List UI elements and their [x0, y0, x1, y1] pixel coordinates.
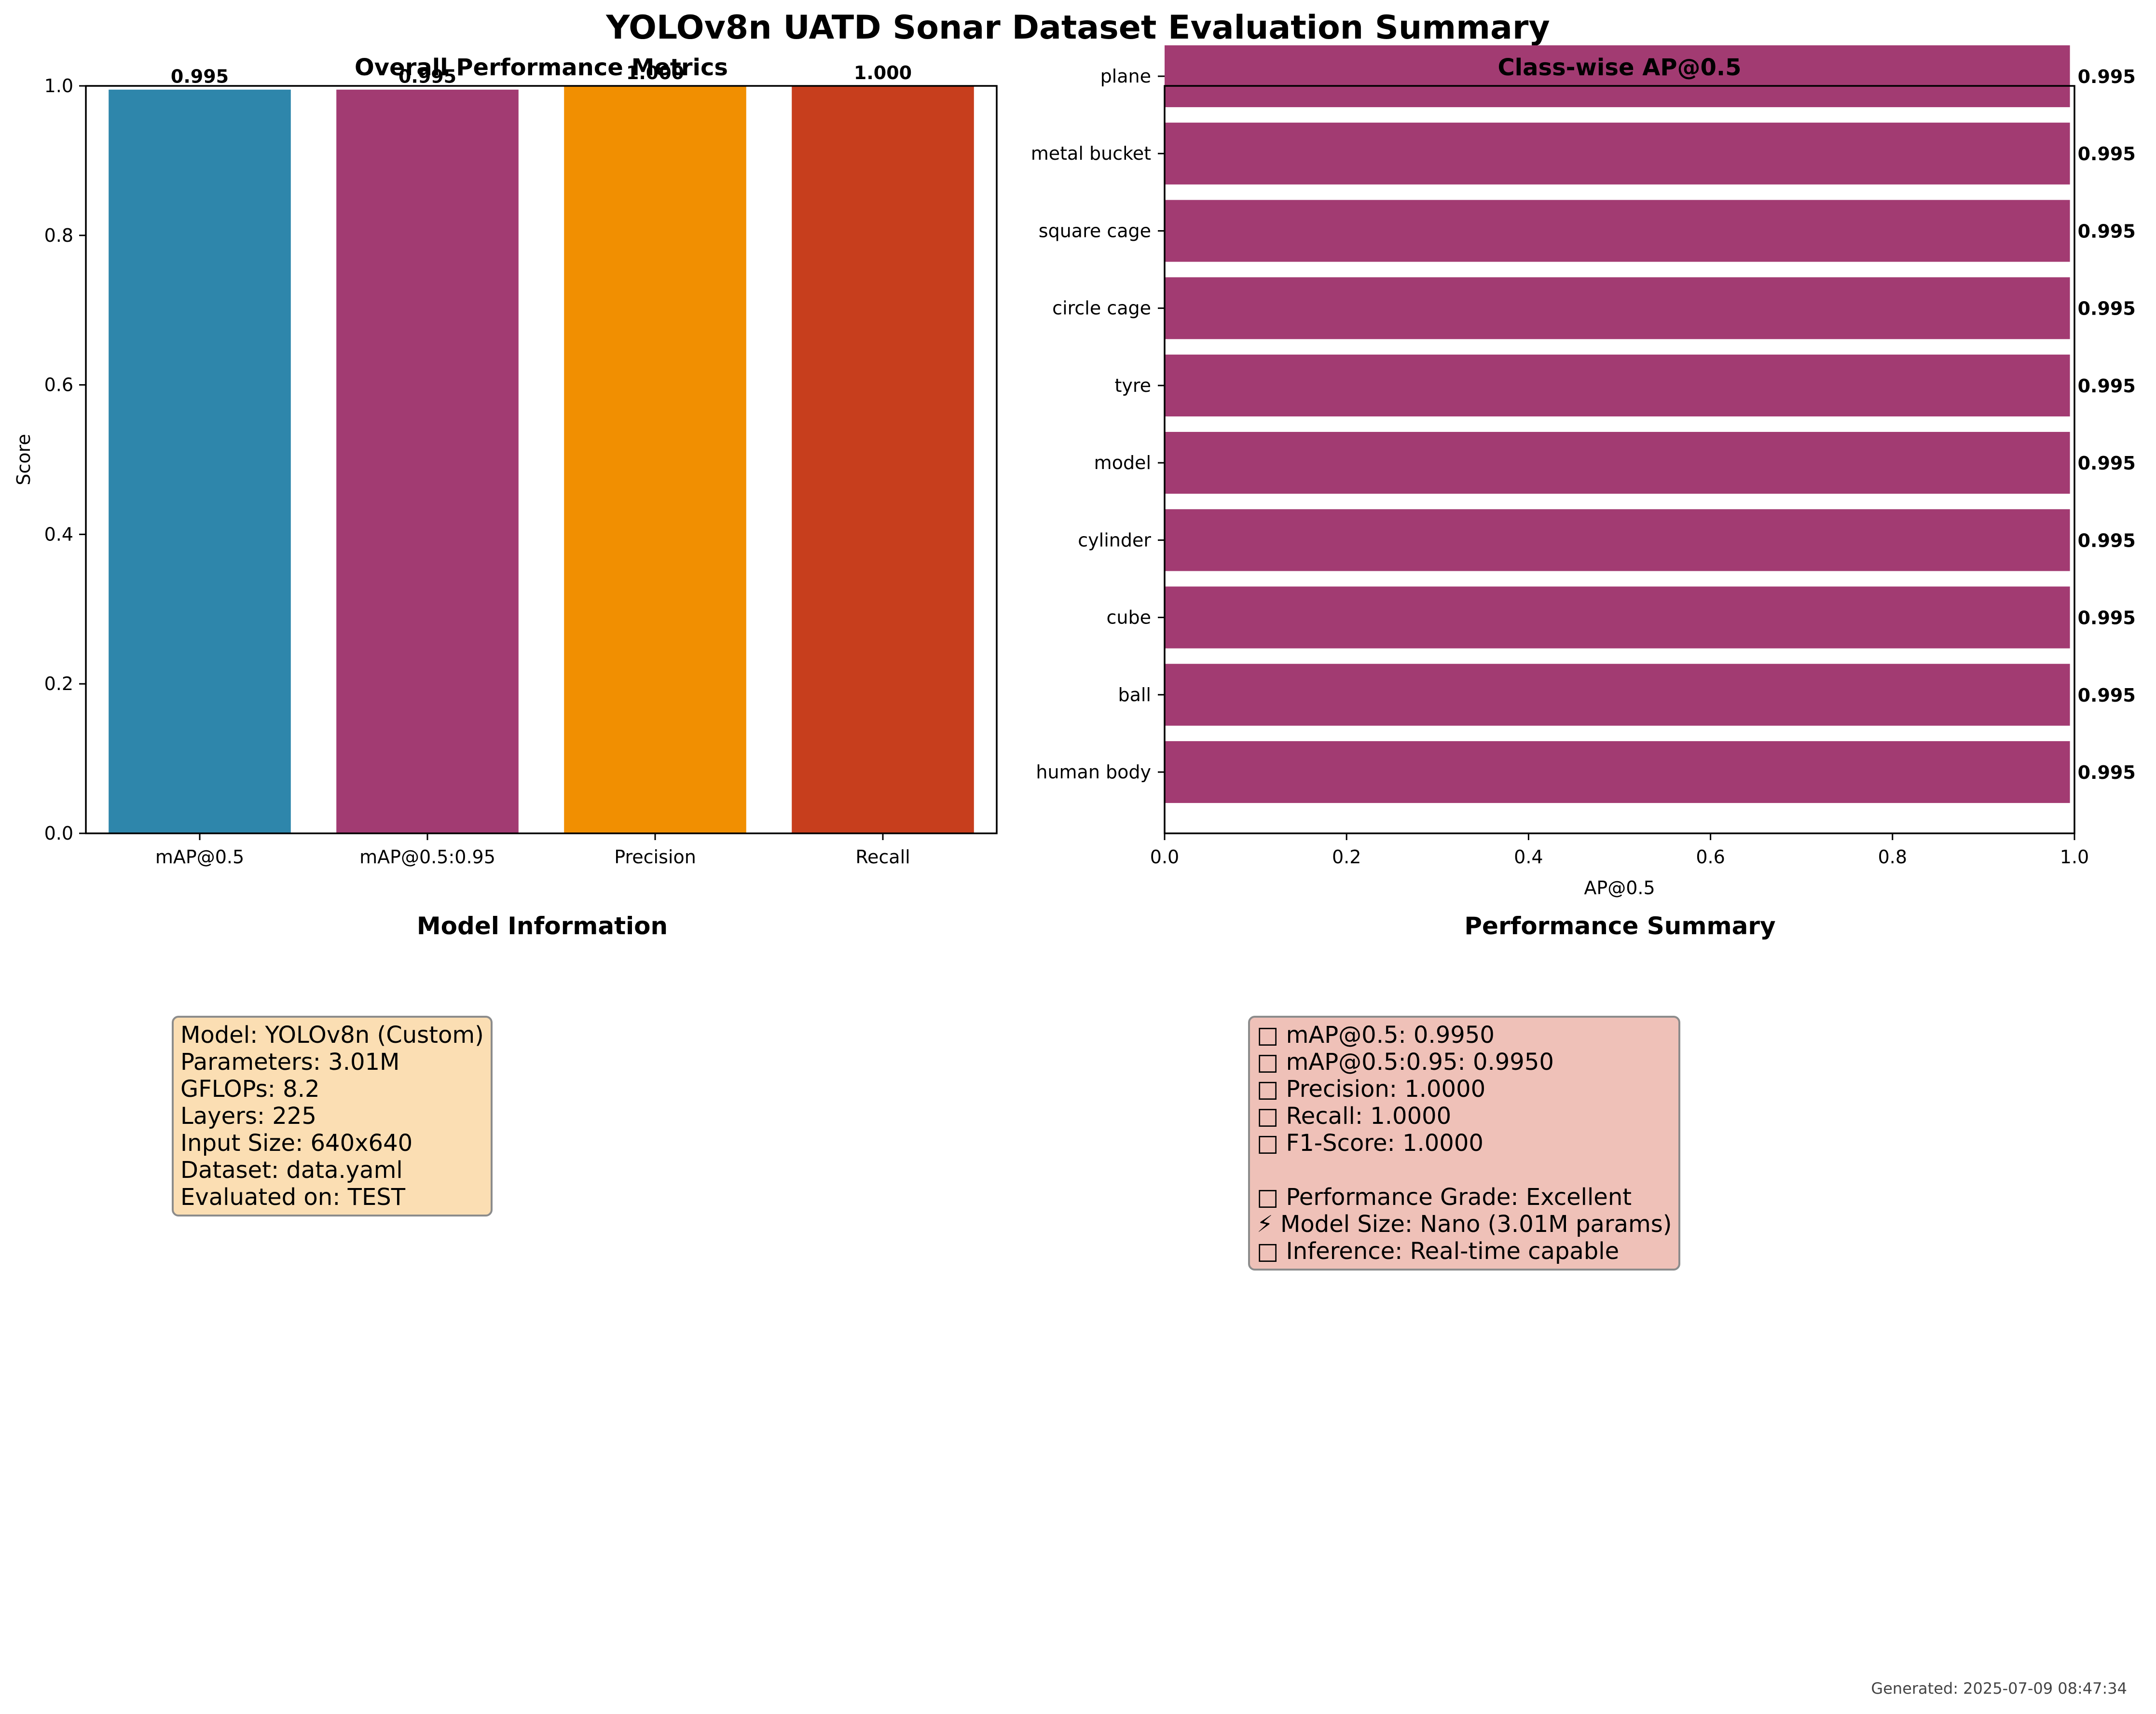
bar-value-label: 0.995	[2078, 685, 2136, 706]
generated-timestamp: Generated: 2025-07-09 08:47:34	[1871, 1679, 2127, 1698]
chart-title: Class-wise AP@0.5	[1497, 54, 1741, 81]
y-tick-label: cube	[1107, 607, 1151, 628]
x-tick-label: 0.6	[1696, 846, 1725, 868]
y-tick-label: 1.0	[44, 75, 73, 97]
class-ap-bar	[1165, 277, 2070, 339]
bar-value-label: 0.995	[398, 66, 456, 87]
performance-summary-line	[1257, 1157, 1672, 1184]
bar-value-label: 0.995	[2078, 298, 2136, 319]
bar-value-label: 0.995	[2078, 453, 2136, 474]
model-info-line: Parameters: 3.01M	[180, 1049, 400, 1076]
plot-frame	[1164, 85, 2075, 834]
y-tick-label: model	[1094, 452, 1151, 473]
performance-summary-box: □ mAP@0.5: 0.9950 □ mAP@0.5:0.95: 0.9950 □…	[1248, 1016, 1681, 1271]
chart-title: Overall Performance Metrics	[355, 54, 728, 81]
bar-value-label: 1.000	[626, 62, 684, 83]
y-tick-label: square cage	[1039, 220, 1151, 241]
plot-frame	[85, 85, 998, 834]
bar-value-label: 0.995	[2078, 762, 2136, 783]
y-tick-label: 0.2	[44, 673, 73, 694]
performance-summary-line: □ mAP@0.5:0.95: 0.9950	[1257, 1049, 1554, 1076]
class-ap-bar	[1165, 663, 2070, 726]
x-tick-label: mAP@0.5	[155, 846, 244, 868]
x-tick-label: 0.2	[1332, 846, 1361, 868]
y-tick-label: 0.4	[44, 524, 73, 545]
x-tick-label: 0.4	[1514, 846, 1543, 868]
class-ap-bar	[1165, 509, 2070, 571]
x-tick-label: mAP@0.5:0.95	[359, 846, 495, 868]
class-ap-bar	[1165, 200, 2070, 262]
model-info-line: Evaluated on: TEST	[180, 1184, 406, 1211]
x-axis-label: AP@0.5	[1584, 877, 1655, 898]
class-ap-bar	[1165, 741, 2070, 803]
y-tick-label: plane	[1100, 66, 1151, 87]
y-tick-label: metal bucket	[1031, 143, 1151, 164]
class-ap-bar	[1165, 432, 2070, 494]
x-tick-label: 0.0	[1150, 846, 1179, 868]
class-ap-bar	[1165, 123, 2070, 185]
performance-summary-title: Performance Summary	[1464, 912, 1776, 940]
x-tick-label: Recall	[855, 846, 910, 868]
model-info-line: Input Size: 640x640	[180, 1130, 413, 1157]
class-ap-bar	[1165, 586, 2070, 649]
metric-bar	[792, 86, 974, 833]
model-info-box: Model: YOLOv8n (Custom) Parameters: 3.01M…	[172, 1016, 493, 1216]
y-tick-label: tyre	[1114, 375, 1151, 396]
bar-value-label: 0.995	[2078, 608, 2136, 629]
bar-value-label: 0.995	[2078, 221, 2136, 242]
y-tick-label: circle cage	[1052, 298, 1151, 319]
y-tick-label: 0.8	[44, 225, 73, 246]
metric-bar	[109, 89, 291, 833]
bar-value-label: 0.995	[2078, 530, 2136, 551]
bar-value-label: 0.995	[2078, 143, 2136, 165]
y-tick-label: 0.6	[44, 374, 73, 396]
performance-summary-line: □ F1-Score: 1.0000	[1257, 1130, 1483, 1157]
bar-value-label: 0.995	[2078, 66, 2136, 87]
x-tick-label: 0.8	[1878, 846, 1907, 868]
page-title: YOLOv8n UATD Sonar Dataset Evaluation Su…	[606, 9, 1550, 47]
bar-value-label: 1.000	[854, 62, 912, 83]
performance-summary-line: ⚡ Model Size: Nano (3.01M params)	[1257, 1211, 1672, 1238]
model-info-line: GFLOPs: 8.2	[180, 1076, 320, 1103]
y-axis-label: Score	[13, 434, 34, 485]
x-tick-label: 1.0	[2060, 846, 2089, 868]
model-info-line: Dataset: data.yaml	[180, 1157, 403, 1184]
y-tick-label: ball	[1118, 684, 1151, 705]
model-info-line: Layers: 225	[180, 1103, 316, 1130]
performance-summary-line: □ Precision: 1.0000	[1257, 1076, 1486, 1103]
y-tick-label: human body	[1036, 761, 1151, 783]
bar-value-label: 0.995	[2078, 375, 2136, 397]
performance-summary-line: □ Recall: 1.0000	[1257, 1103, 1452, 1130]
performance-summary-line: □ mAP@0.5: 0.9950	[1257, 1022, 1495, 1049]
x-tick-label: Precision	[614, 846, 696, 868]
performance-summary-line: □ Performance Grade: Excellent	[1257, 1184, 1632, 1211]
metric-bar	[564, 86, 746, 833]
metric-bar	[336, 89, 519, 833]
performance-summary-line: □ Inference: Real-time capable	[1257, 1238, 1620, 1265]
y-tick-label: cylinder	[1078, 529, 1151, 551]
class-ap-bar	[1165, 354, 2070, 416]
model-info-title: Model Information	[416, 912, 668, 940]
model-info-line: Model: YOLOv8n (Custom)	[180, 1022, 484, 1049]
bar-value-label: 0.995	[171, 66, 229, 87]
y-tick-label: 0.0	[44, 823, 73, 844]
class-ap-bar	[1165, 45, 2070, 108]
